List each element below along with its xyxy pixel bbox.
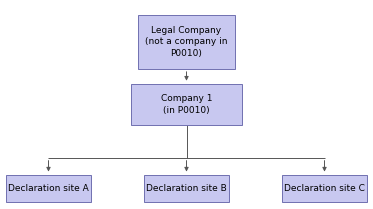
- Text: Declaration site C: Declaration site C: [284, 184, 365, 193]
- Text: Declaration site A: Declaration site A: [8, 184, 89, 193]
- FancyBboxPatch shape: [131, 84, 242, 125]
- Text: Company 1
(in P0010): Company 1 (in P0010): [161, 94, 212, 115]
- FancyBboxPatch shape: [282, 175, 367, 202]
- FancyBboxPatch shape: [144, 175, 229, 202]
- Text: Declaration site B: Declaration site B: [146, 184, 227, 193]
- Text: Legal Company
(not a company in
P0010): Legal Company (not a company in P0010): [145, 26, 228, 58]
- FancyBboxPatch shape: [138, 15, 235, 69]
- FancyBboxPatch shape: [6, 175, 91, 202]
